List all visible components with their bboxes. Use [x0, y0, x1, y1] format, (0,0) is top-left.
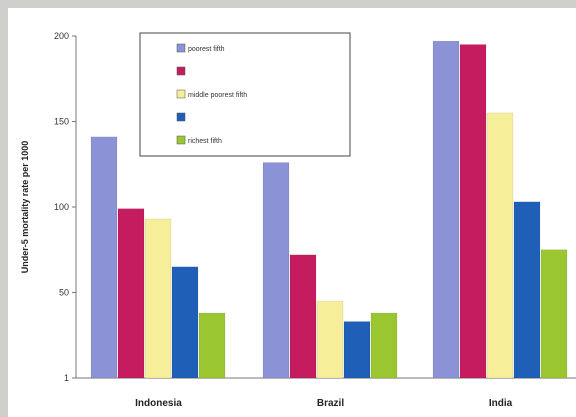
bar-indonesia-series-1 [90, 136, 118, 379]
bar-brazil-series-5 [370, 312, 398, 379]
y-tick-label: 1 [64, 373, 69, 383]
y-tick-label: 200 [54, 31, 69, 41]
y-tick-label: 50 [59, 288, 69, 298]
legend-label: poorest fifth [188, 46, 225, 53]
bar-india-series-3 [486, 112, 514, 379]
bar-brazil-series-3 [316, 300, 344, 379]
bar-india-series-4 [513, 201, 541, 379]
category-label: Indonesia [135, 398, 182, 409]
bars [90, 40, 568, 379]
bar-india-series-1 [432, 40, 460, 379]
bar-indonesia-series-4 [171, 266, 199, 379]
legend-label: middle poorest fifth [188, 92, 247, 99]
legend-label: richest fifth [188, 138, 222, 145]
y-tick-label: 150 [54, 117, 69, 127]
chart-figure: Under-5 mortality rate per 1000 1 50 100 15… [8, 8, 576, 417]
bar-brazil-series-2 [289, 254, 317, 379]
legend-swatch [176, 135, 186, 145]
legend-swatch [176, 89, 186, 99]
bar-indonesia-series-5 [198, 312, 226, 379]
category-label: India [489, 398, 513, 409]
bar-brazil-series-1 [262, 162, 290, 379]
bar-indonesia-series-3 [144, 218, 172, 379]
y-tick-label: 100 [54, 202, 69, 212]
category-labels: Indonesia Brazil India [135, 398, 512, 409]
legend-swatch [176, 112, 186, 122]
y-axis-label: Under-5 mortality rate per 1000 [20, 141, 30, 274]
bar-chart: Under-5 mortality rate per 1000 15010015… [20, 31, 576, 409]
bar-brazil-series-4 [343, 321, 371, 379]
bar-indonesia-series-2 [117, 208, 145, 379]
legend-swatch [176, 66, 186, 76]
bar-india-series-5 [540, 249, 568, 379]
category-label: Brazil [317, 398, 344, 409]
legend: poorest fifth middle poorest fifth richest… [139, 32, 351, 157]
legend-swatch [176, 43, 186, 53]
legend-box [139, 32, 351, 157]
bar-india-series-2 [459, 44, 487, 379]
